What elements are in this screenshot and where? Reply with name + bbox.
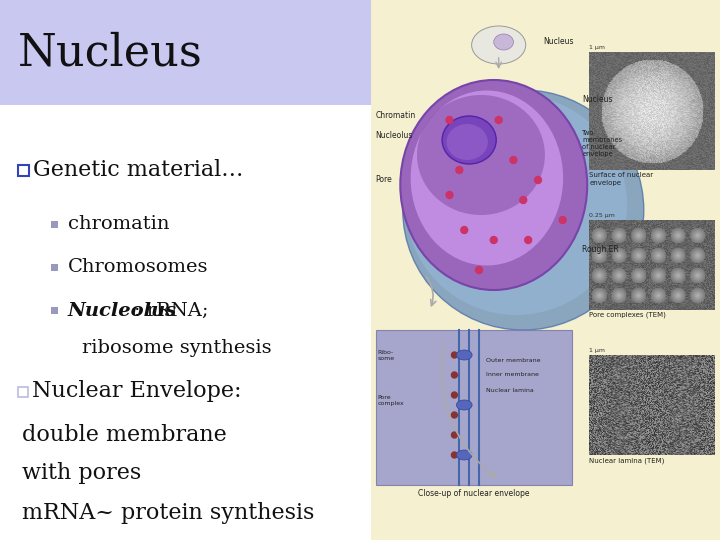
Circle shape [525,237,531,244]
Circle shape [461,226,468,233]
Text: double membrane: double membrane [22,424,227,446]
Text: Inner membrane: Inner membrane [486,373,539,377]
Text: Nucleus: Nucleus [582,96,613,105]
Circle shape [451,352,457,358]
Circle shape [451,452,457,458]
Circle shape [446,117,453,124]
Text: Genetic material…: Genetic material… [33,159,243,181]
Text: Nuclear lamina: Nuclear lamina [486,388,534,393]
Circle shape [559,217,566,224]
Circle shape [534,177,541,184]
Ellipse shape [400,80,588,290]
Circle shape [456,166,463,173]
Text: 0.25 µm: 0.25 µm [589,213,615,218]
Text: Nucleus: Nucleus [18,31,203,74]
Ellipse shape [410,91,563,266]
Ellipse shape [494,34,513,50]
Text: Two
membranes
of nuclear
envelope: Two membranes of nuclear envelope [582,130,622,157]
Text: Nuclear lamina (TEM): Nuclear lamina (TEM) [589,457,665,463]
Circle shape [495,117,502,124]
Bar [371,0,720,105]
Text: Nucleus: Nucleus [543,37,573,46]
Bar [51,221,58,227]
Text: mRNA~ protein synthesis: mRNA~ protein synthesis [22,502,315,524]
Circle shape [510,157,517,164]
Text: Pore complexes (TEM): Pore complexes (TEM) [589,312,666,319]
Text: Surface of nuclear
envelope: Surface of nuclear envelope [589,172,653,186]
Text: Rough ER: Rough ER [582,246,619,254]
Ellipse shape [402,90,644,330]
Circle shape [451,392,457,398]
Text: Outer membrane: Outer membrane [486,357,541,362]
Text: ribosome synthesis: ribosome synthesis [82,339,271,357]
Text: Pore: Pore [376,176,392,185]
Ellipse shape [456,450,472,460]
Ellipse shape [417,95,545,215]
Circle shape [475,267,482,273]
Ellipse shape [456,350,472,360]
Text: Chromosomes: Chromosomes [68,258,209,276]
Ellipse shape [472,26,526,64]
Ellipse shape [442,116,496,164]
Bar [371,105,720,540]
Text: Close-up of nuclear envelope: Close-up of nuclear envelope [418,489,530,498]
Text: Nucleolus: Nucleolus [68,301,177,320]
Bar [18,387,28,396]
Text: Pore
complex: Pore complex [378,395,405,406]
Bar [0,0,720,105]
Text: Nuclear Envelope:: Nuclear Envelope: [32,381,241,402]
Circle shape [490,237,498,244]
Text: with pores: with pores [22,462,141,483]
Ellipse shape [456,400,472,410]
Circle shape [446,192,453,199]
Text: : rRNA;: : rRNA; [134,301,209,320]
Ellipse shape [446,124,488,160]
Ellipse shape [406,95,627,315]
Bar [18,165,29,176]
Bar [51,264,58,271]
Text: 1 µm: 1 µm [589,348,606,353]
Circle shape [451,372,457,378]
Circle shape [451,412,457,418]
Circle shape [520,197,527,204]
Text: Nucleolus: Nucleolus [376,131,413,139]
Circle shape [451,432,457,438]
Text: chromatin: chromatin [68,215,169,233]
Text: Chromatin: Chromatin [376,111,416,119]
Text: 1 µm: 1 µm [589,45,606,50]
Text: Ribo-
some: Ribo- some [378,350,395,361]
Bar [376,330,572,485]
Bar [51,307,58,314]
